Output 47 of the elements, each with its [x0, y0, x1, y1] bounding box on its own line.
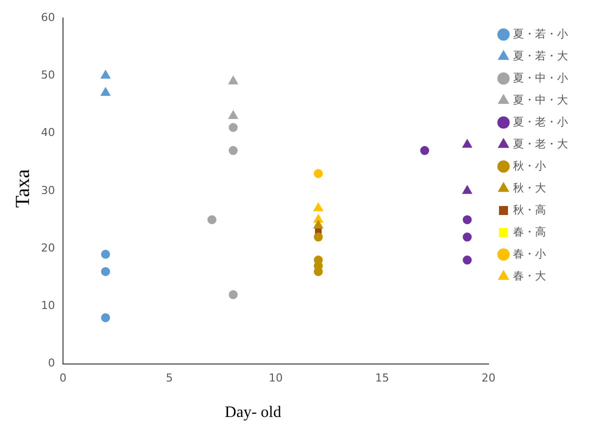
- point: [313, 202, 324, 212]
- legend-label: 夏・老・小: [513, 115, 568, 128]
- legend-label: 夏・若・小: [513, 27, 568, 40]
- point: [228, 290, 238, 300]
- point: [462, 185, 472, 194]
- point: [462, 232, 472, 242]
- legend-label: 秋・高: [513, 203, 546, 216]
- legend-label: 秋・小: [513, 159, 546, 172]
- point: [101, 267, 110, 276]
- legend-label: 秋・大: [513, 181, 546, 194]
- x-tick-label: 20: [482, 371, 496, 384]
- y-tick-label: 0: [48, 356, 55, 370]
- y-tick-label: 40: [40, 126, 55, 140]
- point: [207, 215, 216, 224]
- point: [228, 123, 238, 132]
- point: [228, 76, 238, 84]
- x-tick-label: 0: [59, 371, 66, 384]
- y-axis-title: Taxa: [12, 168, 34, 208]
- legend-label: 夏・若・大: [513, 49, 568, 62]
- point: [420, 146, 430, 156]
- legend-label: 春・高: [513, 225, 546, 238]
- legend-label: 夏・老・大: [513, 137, 568, 150]
- point: [313, 220, 324, 228]
- legend-label: 夏・中・小: [513, 71, 568, 84]
- point: [462, 256, 472, 265]
- point: [228, 146, 238, 156]
- x-tick-label: 5: [166, 371, 173, 384]
- y-tick-label: 50: [40, 68, 55, 82]
- legend-label: 夏・中・大: [513, 93, 568, 106]
- point: [101, 313, 110, 322]
- point: [101, 250, 110, 259]
- x-tick-label: 10: [268, 371, 283, 384]
- legend-label: 春・大: [513, 269, 546, 282]
- y-tick-label: 30: [40, 184, 55, 197]
- legend-label: 春・小: [513, 247, 546, 260]
- point: [462, 215, 472, 224]
- point: [100, 87, 110, 96]
- point: [314, 232, 323, 242]
- x-tick-label: 15: [375, 371, 390, 384]
- point: [314, 169, 323, 178]
- y-tick-label: 10: [40, 299, 55, 312]
- y-tick-label: 20: [40, 241, 55, 254]
- point: [100, 70, 110, 79]
- point: [228, 110, 238, 119]
- x-axis-title: Day- old: [224, 404, 282, 422]
- point: [462, 139, 472, 148]
- y-tick-label: 60: [40, 10, 55, 24]
